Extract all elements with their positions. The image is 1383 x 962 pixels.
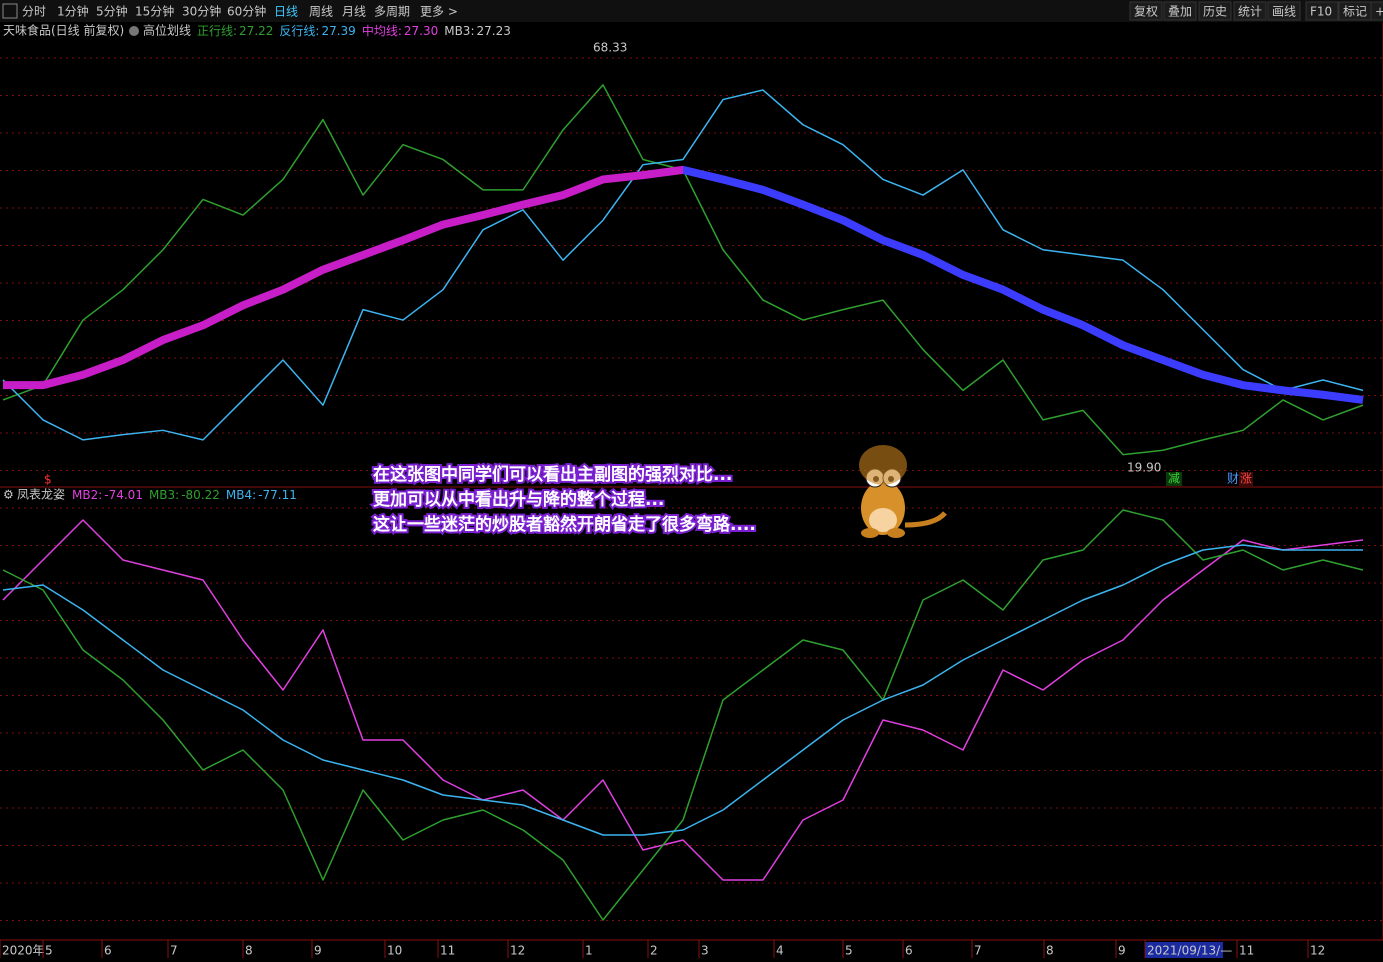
legend-value: 27.23 [476,24,510,38]
cursor-date-bg [1145,942,1223,958]
tool-button[interactable]: 标记 [1343,5,1367,19]
x-tick-label: 9 [314,944,322,958]
x-tick-label: 12 [510,944,525,958]
marks [2,84,1364,921]
legend-label: 正行线: [197,24,237,38]
series-line [2,89,1364,441]
tool-button[interactable]: F10 [1310,5,1332,19]
x-tick-label: 5 [845,944,853,958]
series-line [2,519,1364,881]
sub-indicator: 凤表龙姿 [17,488,65,502]
x-tick-label: 1 [585,944,593,958]
high-label: 68.33 [593,41,627,55]
legend-value: 27.30 [404,24,438,38]
x-tick-label: 10 [387,944,402,958]
main-grid [0,40,1383,480]
annotation-line: 更加可以从中看出升与降的整个过程... [373,489,664,510]
tool-button[interactable]: + [1375,5,1383,19]
signal-box [1166,472,1182,486]
tool-button-bg [1267,1,1301,21]
legend-value: 27.22 [239,24,273,38]
x-tick-label: 8 [1046,944,1054,958]
x-tick-label: 2020年 [2,944,45,958]
legend-label: MB3: [444,24,474,38]
period-tab[interactable]: 5分钟 [96,4,128,19]
period-tab[interactable]: 日线 [274,5,298,19]
x-tick-label: 8 [245,944,253,958]
tool-button-bg [1370,1,1383,21]
signal: 减 [1168,472,1180,486]
period-tab[interactable]: 多周期 [374,5,410,19]
x-tick-label: 2 [650,944,658,958]
annotation-line: 在这张图中同学们可以看出主副图的强烈对比... [373,464,732,485]
legend-label: MB3: [149,488,179,502]
main-indicator: 高位划线 [143,23,191,38]
legend-value: -77.11 [258,488,297,502]
legend: 正行线: 27.22 反行线: 27.39 中均线: 27.30 MB3: 27.23 [197,23,511,38]
legend-label: 中均线: [362,23,402,38]
period-tab[interactable]: 月线 [342,5,366,19]
tool-button-bg [1198,1,1232,21]
tool-button[interactable]: 画线 [1272,5,1296,19]
x-axis: 2020年 5 6 7 8 9 10 11 12 1 2 3 4 5 6 7 8 9 2021/09/13/— 11 1… [0,940,1325,958]
period-tab[interactable]: 1分钟 [57,4,89,19]
series-line [3,165,1364,404]
indicator-icon[interactable] [129,26,139,36]
tool-button-bg [1129,1,1163,21]
legend-label: MB2: [72,488,102,502]
tool-button[interactable]: 历史 [1203,5,1227,19]
signal-box [1239,472,1253,486]
x-tick-label: 2021/09/13/— [1147,944,1232,958]
x-tick-label: 7 [974,944,982,958]
legend-value: -80.22 [181,488,220,502]
x-tick-label: 6 [905,944,913,958]
signal: 财 [1227,472,1239,486]
annotation-line: 这让一些迷茫的炒股者豁然开朗省走了很多弯路.... [373,514,756,535]
tool-button-bg [1305,1,1339,21]
x-tick-label: 4 [776,944,784,958]
tool-button-bg [1233,1,1267,21]
signal: 涨 [1240,471,1252,486]
low-label: 19.90 [1127,461,1161,475]
x-tick-label: 5 [45,944,53,958]
toolbar-icon[interactable] [2,3,18,19]
sub-grid [0,505,1383,935]
legend-label: MB4: [226,488,256,502]
x-tick-label: 11 [1239,944,1254,958]
period-tab[interactable]: 周线 [309,5,333,19]
legend: MB2: -74.01 MB3: -80.22 MB4: -77.11 [72,488,297,502]
x-tick-label: 6 [104,944,112,958]
period-tab[interactable]: 30分钟 [182,4,221,19]
tool-button[interactable]: 复权 [1134,5,1158,19]
x-tick-label: 7 [170,944,178,958]
series-line [2,509,1364,921]
legend-label: 反行线: [279,24,319,38]
main-title: 天味食品(日线 前复权) [3,23,124,38]
x-tick-label: 11 [440,944,455,958]
period-tab[interactable]: 分时 [22,5,46,19]
tool-button-bg [1163,1,1197,21]
tool-button[interactable]: 叠加 [1168,5,1192,19]
period-tab[interactable]: 60分钟 [227,4,266,19]
x-tick-label: 9 [1118,944,1126,958]
x-tick-label: 12 [1310,944,1325,958]
period-tab[interactable]: 15分钟 [135,4,174,19]
monkey-icon [859,445,947,538]
sub-indicator-icon: ⚙ [3,488,14,502]
series-line [2,544,1363,836]
legend-value: -74.01 [104,488,143,502]
x-tick-label: 3 [701,944,709,958]
legend-value: 27.39 [321,24,355,38]
period-tab[interactable]: 更多 > [420,5,458,19]
tool-button[interactable]: 统计 [1238,5,1262,19]
toolbar-bg [0,0,1383,22]
signal-marker: $ [44,473,52,487]
